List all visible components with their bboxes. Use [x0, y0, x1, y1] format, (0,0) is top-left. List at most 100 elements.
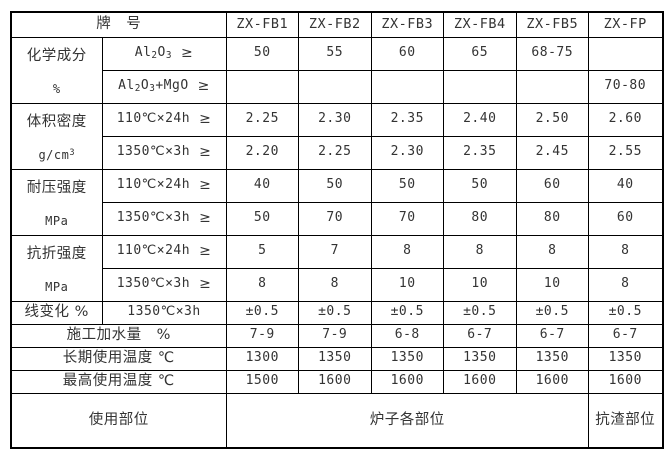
cell-al2o3mgo-3 — [370, 69, 444, 104]
cell-bd110-3: 2.35 — [370, 102, 444, 137]
ge-icon: ≥ — [199, 243, 212, 260]
cell-fs110-1: 5 — [225, 234, 299, 269]
refractory-spec-table: 牌 号 ZX-FB1 ZX-FB2 ZX-FB3 ZX-FB4 ZX-FB5 Z… — [10, 11, 664, 449]
header-product-6: ZX-FP — [588, 11, 663, 38]
row-label-water-addition: 施工加水量 % — [10, 323, 227, 348]
ge-icon: ≥ — [197, 78, 210, 95]
cell-fs110-2: 7 — [298, 234, 372, 269]
row-label-linear-change: 线变化 % — [10, 300, 103, 325]
cell-lc-4: ±0.5 — [443, 300, 517, 325]
condition-al2o3-mgo: Al2O3+MgO ≥ — [101, 69, 227, 104]
cell-al2o3mgo-1 — [225, 69, 299, 104]
cell-fs110-6: 8 — [588, 234, 663, 269]
ge-icon: ≥ — [181, 45, 194, 62]
condition-1350c-3h: 1350℃×3h ≥ — [101, 267, 227, 302]
cell-bd1350-2: 2.25 — [298, 135, 372, 170]
table-row: 1350℃×3h ≥ 2.20 2.25 2.30 2.35 2.45 2.55 — [11, 135, 663, 170]
cell-mt-3: 1600 — [370, 369, 444, 394]
group-unit-flexural: MPa — [45, 279, 69, 294]
header-brand-label: 牌 号 — [10, 11, 227, 38]
group-label-compressive: 耐压强度 MPa — [10, 168, 103, 236]
cell-bd1350-4: 2.35 — [443, 135, 517, 170]
cell-cs1350-4: 80 — [443, 201, 517, 236]
cell-cs1350-6: 60 — [588, 201, 663, 236]
group-unit-bulk-density: g/cm3 — [38, 147, 76, 162]
cell-fs1350-1: 8 — [225, 267, 299, 302]
cell-al2o3-2: 55 — [298, 36, 372, 71]
row-label-application: 使用部位 — [10, 392, 227, 449]
cell-bd1350-5: 2.45 — [515, 135, 589, 170]
row-label-max-temp: 最高使用温度 ℃ — [10, 369, 227, 394]
cell-cs110-6: 40 — [588, 168, 663, 203]
group-label-bulk-density: 体积密度 g/cm3 — [10, 102, 103, 170]
cell-bd1350-3: 2.30 — [370, 135, 444, 170]
cell-cs110-3: 50 — [370, 168, 444, 203]
ge-icon: ≥ — [199, 144, 212, 161]
table-row: 体积密度 g/cm3 110℃×24h ≥ 2.25 2.30 2.35 2.4… — [10, 102, 663, 170]
table-row: 1350℃×3h ≥ 50 70 70 80 80 60 — [11, 201, 663, 236]
cell-al2o3mgo-6: 70-80 — [588, 69, 663, 104]
cell-lc-6: ±0.5 — [588, 300, 663, 325]
cell-cs110-2: 50 — [298, 168, 372, 203]
condition-al2o3: Al2O3 ≥ — [101, 36, 227, 71]
cell-application-slag: 抗渣部位 — [588, 392, 663, 449]
cell-bd1350-1: 2.20 — [225, 135, 299, 170]
cell-al2o3mgo-4 — [443, 69, 517, 104]
header-product-2: ZX-FB2 — [298, 11, 372, 38]
table-row: Al2O3+MgO ≥ 70-80 — [11, 69, 663, 104]
row-label-long-term-temp: 长期使用温度 ℃ — [10, 346, 227, 371]
header-product-1: ZX-FB1 — [225, 11, 299, 38]
condition-al2o3-mgo-text: Al2O3+MgO — [118, 77, 189, 94]
table-row: 抗折强度 MPa 110℃×24h ≥ 5 7 8 8 8 8 — [10, 234, 663, 302]
condition-text: 110℃×24h — [116, 177, 191, 193]
cell-mt-2: 1600 — [298, 369, 372, 394]
cell-ltt-5: 1350 — [515, 346, 589, 371]
cell-lc-5: ±0.5 — [515, 300, 589, 325]
condition-text: 1350℃×3h — [116, 210, 191, 226]
condition-110c-24h: 110℃×24h ≥ — [101, 168, 227, 203]
cell-cs1350-5: 80 — [515, 201, 589, 236]
group-name-compressive: 耐压强度 — [26, 180, 87, 197]
table-row: 线变化 % 1350℃×3h ±0.5 ±0.5 ±0.5 ±0.5 ±0.5 … — [10, 300, 663, 325]
group-unit-compressive: MPa — [45, 213, 69, 228]
cell-bd110-2: 2.30 — [298, 102, 372, 137]
cell-wa-6: 6-7 — [588, 323, 663, 348]
cell-fs1350-3: 10 — [370, 267, 444, 302]
cell-wa-4: 6-7 — [443, 323, 517, 348]
header-product-5: ZX-FB5 — [515, 11, 589, 38]
table-row: 最高使用温度 ℃ 1500 1600 1600 1600 1600 1600 — [10, 369, 663, 394]
cell-fs1350-6: 8 — [588, 267, 663, 302]
cell-al2o3-6 — [588, 36, 663, 71]
cell-cs1350-2: 70 — [298, 201, 372, 236]
group-label-chemical: 化学成分 % — [10, 36, 103, 104]
cell-al2o3-5: 68-75 — [515, 36, 589, 71]
table-row: 耐压强度 MPa 110℃×24h ≥ 40 50 50 50 60 40 — [10, 168, 663, 236]
ge-icon: ≥ — [199, 210, 212, 227]
cell-fs110-4: 8 — [443, 234, 517, 269]
table-row: 1350℃×3h ≥ 8 8 10 10 10 8 — [11, 267, 663, 302]
table-row: 使用部位 炉子各部位 抗渣部位 — [10, 392, 663, 449]
group-name-chemical: 化学成分 — [26, 48, 87, 65]
group-unit-chemical: % — [52, 81, 61, 96]
cell-bd110-4: 2.40 — [443, 102, 517, 137]
cell-bd110-1: 2.25 — [225, 102, 299, 137]
ge-icon: ≥ — [199, 177, 212, 194]
ge-icon: ≥ — [199, 111, 212, 128]
condition-1350c-3h: 1350℃×3h ≥ — [101, 135, 227, 170]
cell-mt-4: 1600 — [443, 369, 517, 394]
group-label-flexural: 抗折强度 MPa — [10, 234, 103, 302]
cell-fs1350-5: 10 — [515, 267, 589, 302]
cell-wa-1: 7-9 — [225, 323, 299, 348]
cell-cs1350-1: 50 — [225, 201, 299, 236]
table-header-row: 牌 号 ZX-FB1 ZX-FB2 ZX-FB3 ZX-FB4 ZX-FB5 Z… — [10, 11, 663, 38]
condition-text: 1350℃×3h — [116, 144, 191, 160]
header-product-4: ZX-FB4 — [443, 11, 517, 38]
cell-fs110-3: 8 — [370, 234, 444, 269]
cell-cs1350-3: 70 — [370, 201, 444, 236]
cell-cs110-1: 40 — [225, 168, 299, 203]
ge-icon: ≥ — [199, 276, 212, 293]
cell-lc-3: ±0.5 — [370, 300, 444, 325]
cell-bd1350-6: 2.55 — [588, 135, 663, 170]
cell-al2o3-4: 65 — [443, 36, 517, 71]
cell-ltt-1: 1300 — [225, 346, 299, 371]
